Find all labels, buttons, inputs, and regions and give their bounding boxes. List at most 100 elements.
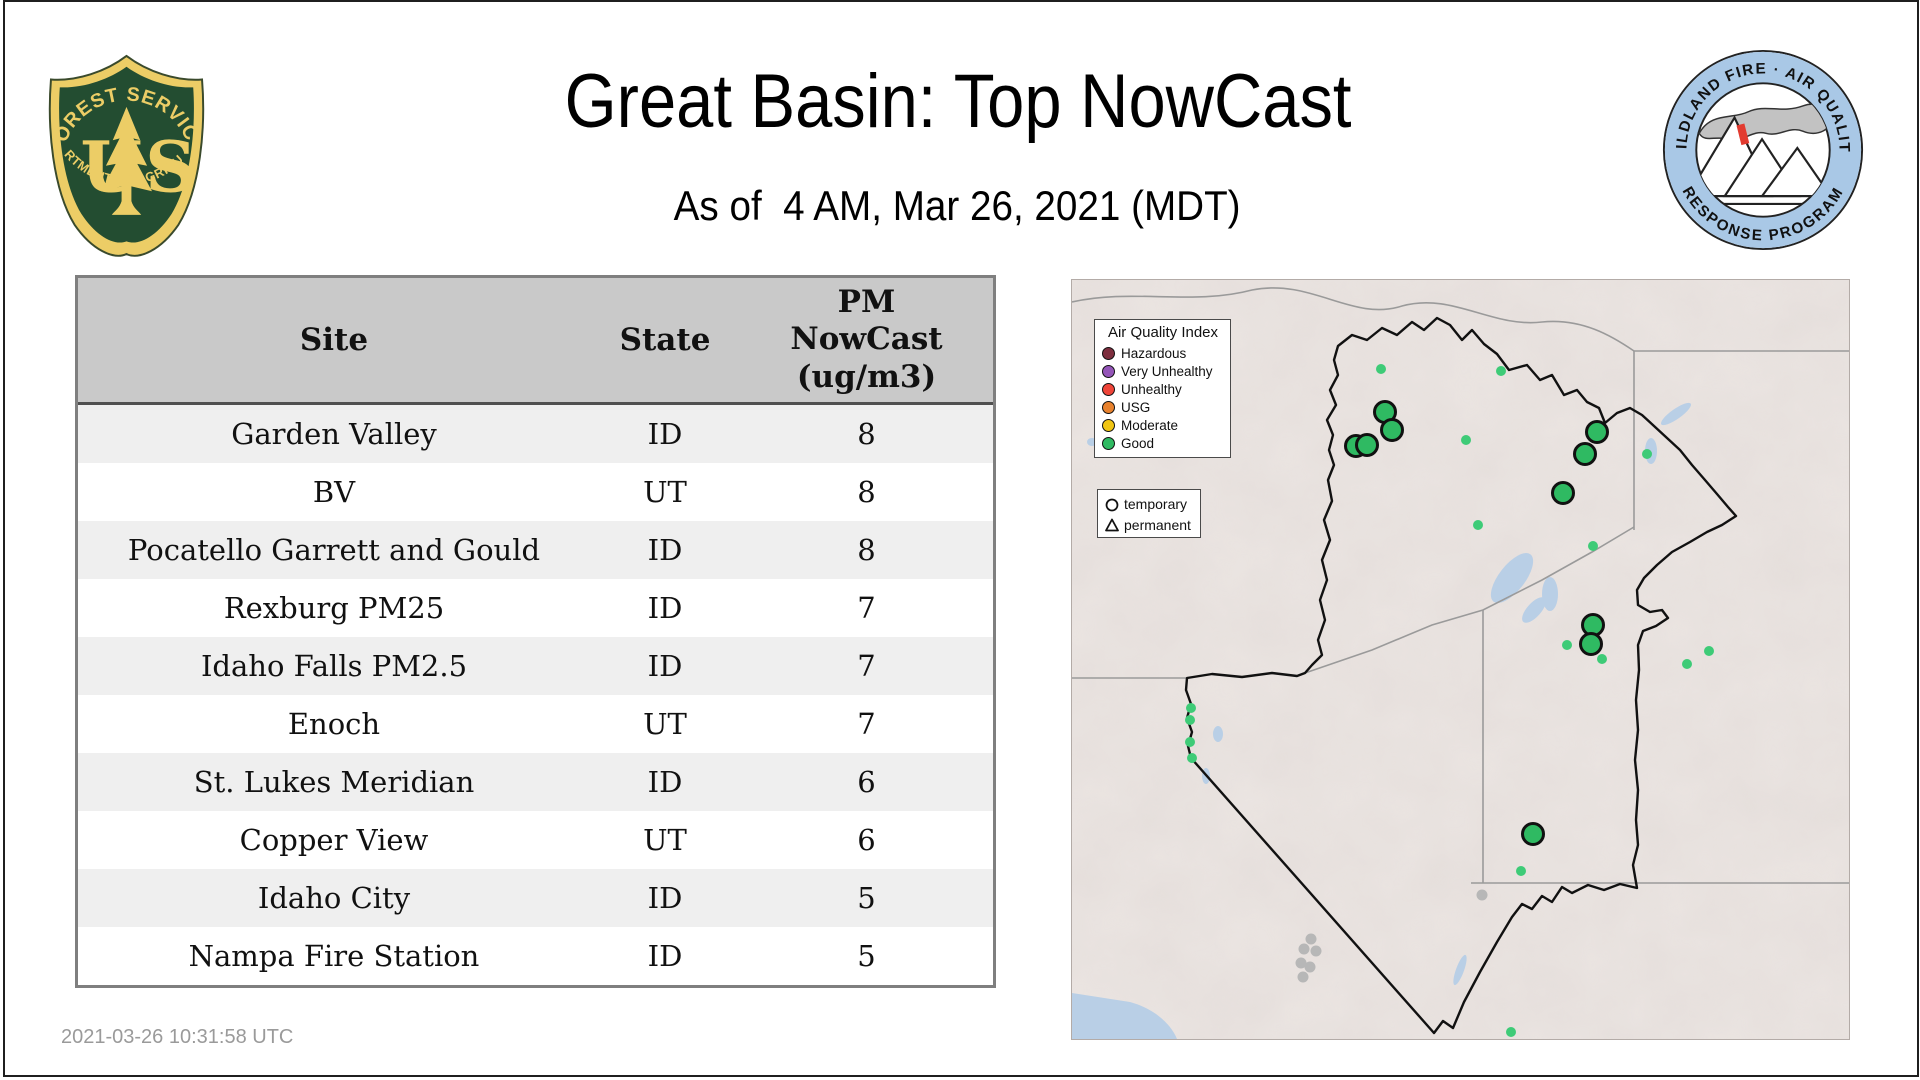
- shield-letter-s: S: [145, 125, 196, 208]
- very-unhealthy-chip-icon: [1102, 364, 1115, 378]
- page-title-text: Great Basin: Top NowCast: [564, 59, 1352, 144]
- monitor-permanent-good: [1185, 715, 1195, 725]
- monitor-no-data: [1298, 943, 1310, 955]
- monitor-temporary-good: [1579, 632, 1603, 656]
- monitor-no-data: [1310, 945, 1322, 957]
- page-subtitle-text: As of 4 AM, Mar 26, 2021 (MDT): [673, 182, 1241, 229]
- cell-site: BV: [312, 475, 356, 509]
- cell-pm: 7: [857, 649, 876, 683]
- column-header-pm: PM NowCast (ug/m3): [740, 284, 993, 396]
- monitor-permanent-good: [1461, 435, 1471, 445]
- usg-chip-icon: [1102, 400, 1115, 414]
- cell-pm: 8: [857, 533, 876, 567]
- aqi-legend-item: Good: [1102, 434, 1224, 452]
- monitor-permanent-good: [1682, 659, 1692, 669]
- great-salt-lake-south: [1522, 597, 1546, 623]
- forest-service-logo: FOREST SERVICE U S DEPARTMENT OF AGRICUL…: [43, 52, 205, 257]
- table-row: Copper View UT 6: [78, 811, 993, 869]
- monitor-temporary-good: [1521, 822, 1545, 846]
- symbol-legend-label: temporary: [1124, 495, 1188, 512]
- table-row: BV UT 8: [78, 463, 993, 521]
- good-chip-icon: [1102, 436, 1115, 450]
- monitor-permanent-good: [1642, 449, 1652, 459]
- cell-pm: 8: [857, 417, 876, 451]
- cell-site: Nampa Fire Station: [188, 939, 480, 973]
- monitor-permanent-good: [1186, 703, 1196, 713]
- symbol-legend: temporary permanent: [1097, 489, 1201, 538]
- cell-site: Pocatello Garrett and Gould: [127, 533, 541, 567]
- unhealthy-chip-icon: [1102, 382, 1115, 396]
- aqi-legend-label: Good: [1121, 435, 1155, 451]
- monitor-permanent-good: [1588, 541, 1598, 551]
- ocean-patch: [1072, 993, 1177, 1039]
- cell-state: ID: [647, 591, 683, 625]
- wfaqrp-logo: WILDLAND FIRE · AIR QUALITY RESPONSE PRO…: [1660, 47, 1864, 251]
- aqi-legend-label: USG: [1121, 399, 1151, 415]
- cell-pm: 7: [857, 707, 876, 741]
- table-header: Site State PM NowCast (ug/m3): [78, 278, 993, 405]
- page-subtitle: As of 4 AM, Mar 26, 2021 (MDT): [0, 182, 1920, 230]
- state-borders-layer: [1072, 287, 1849, 884]
- aqi-legend-title: Air Quality Index: [1107, 324, 1219, 341]
- aqi-legend-label: Hazardous: [1121, 345, 1187, 361]
- cell-pm: 7: [857, 591, 876, 625]
- border-id-mt: [1072, 287, 1635, 352]
- table-row: Pocatello Garrett and Gould ID 8: [78, 521, 993, 579]
- cell-state: ID: [647, 649, 683, 683]
- table-row: Nampa Fire Station ID 5: [78, 927, 993, 985]
- temporary-circle-icon: [1105, 498, 1119, 511]
- great-basin-boundary: [1184, 316, 1738, 1035]
- colorado-river: [1453, 954, 1467, 986]
- monitor-no-data: [1476, 889, 1488, 901]
- aqi-legend-item: Unhealthy: [1102, 380, 1224, 398]
- cell-state: ID: [647, 417, 683, 451]
- monitor-permanent-good: [1496, 366, 1506, 376]
- cell-site: St. Lukes Meridian: [193, 765, 475, 799]
- great-salt-lake: [1490, 553, 1534, 603]
- cell-site: Enoch: [287, 707, 381, 741]
- cell-state: UT: [643, 475, 687, 509]
- cell-pm: 6: [857, 765, 876, 799]
- cell-pm: 5: [857, 939, 876, 973]
- table-row: Garden Valley ID 8: [78, 405, 993, 463]
- monitor-map: Air Quality Index Hazardous Very Unhealth…: [1071, 279, 1850, 1040]
- cell-site: Rexburg PM25: [223, 591, 445, 625]
- monitor-permanent-good: [1187, 753, 1197, 763]
- aqi-legend-item: USG: [1102, 398, 1224, 416]
- monitor-permanent-good: [1562, 640, 1572, 650]
- pyramid-lake: [1213, 726, 1223, 742]
- cell-pm: 8: [857, 475, 876, 509]
- symbol-legend-label: permanent: [1124, 516, 1191, 533]
- map-canvas: [1072, 280, 1849, 1039]
- cell-state: ID: [647, 765, 683, 799]
- monitor-permanent-good: [1376, 364, 1386, 374]
- monitor-temporary-good: [1585, 420, 1609, 444]
- table-row: St. Lukes Meridian ID 6: [78, 753, 993, 811]
- aqi-legend-label: Moderate: [1121, 417, 1179, 433]
- palisades-lake: [1660, 402, 1692, 426]
- aqi-legend-item: Hazardous: [1102, 344, 1224, 362]
- pine-tree-icon: [100, 106, 153, 215]
- generated-timestamp: 2021-03-26 10:31:58 UTC: [61, 1026, 294, 1048]
- table-body: Garden Valley ID 8 BV UT 8 Pocatello Garrett a…: [78, 405, 993, 985]
- table-row: Enoch UT 7: [78, 695, 993, 753]
- cell-pm: 5: [857, 881, 876, 915]
- cell-state: UT: [643, 707, 687, 741]
- table-row: Rexburg PM25 ID 7: [78, 579, 993, 637]
- aqi-legend-label: Unhealthy: [1121, 381, 1182, 397]
- cell-state: ID: [647, 533, 683, 567]
- cell-pm: 6: [857, 823, 876, 857]
- cell-site: Idaho Falls PM2.5: [200, 649, 468, 683]
- monitor-permanent-good: [1704, 646, 1714, 656]
- monitor-permanent-good: [1597, 654, 1607, 664]
- aqi-legend-item: Very Unhealthy: [1102, 362, 1224, 380]
- fire-icon: [1736, 123, 1750, 146]
- cell-state: UT: [643, 823, 687, 857]
- monitor-temporary-good: [1355, 433, 1379, 457]
- aqi-legend-label: Very Unhealthy: [1121, 363, 1213, 379]
- symbol-legend-row-permanent: permanent: [1104, 514, 1196, 535]
- table-row: Idaho City ID 5: [78, 869, 993, 927]
- monitor-permanent-good: [1506, 1027, 1516, 1037]
- monitor-temporary-good: [1380, 418, 1404, 442]
- page-title: Great Basin: Top NowCast: [0, 60, 1920, 144]
